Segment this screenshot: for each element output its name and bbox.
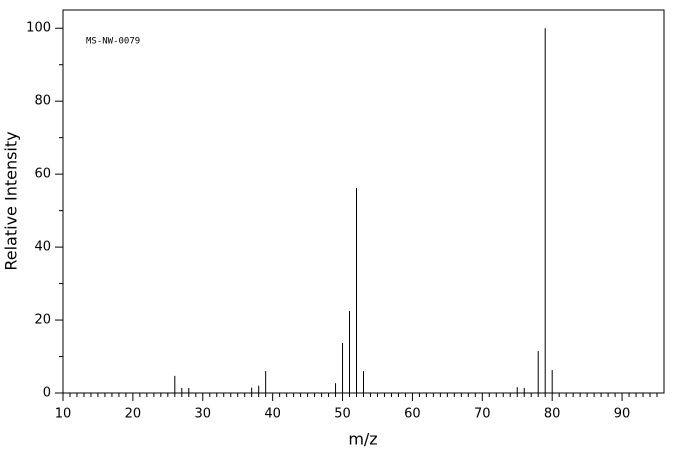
plot-frame (62, 9, 665, 394)
x-tick-label: 90 (614, 407, 631, 422)
y-tick-label: 60 (34, 167, 51, 182)
x-tick-label: 60 (404, 407, 421, 422)
y-tick-label: 40 (34, 240, 51, 255)
y-tick-label: 100 (26, 21, 51, 36)
annotation: MS-NW-0079 (86, 37, 140, 47)
x-tick-label: 30 (194, 407, 211, 422)
x-tick-label: 10 (55, 407, 72, 422)
y-tick-label: 20 (34, 313, 51, 328)
x-tick-label: 80 (544, 407, 561, 422)
x-tick-label: 40 (264, 407, 281, 422)
x-tick-label: 20 (125, 407, 142, 422)
x-axis-label: m/z (348, 430, 377, 449)
y-tick-label: 0 (43, 386, 51, 401)
x-tick-label: 50 (334, 407, 351, 422)
y-axis-label: Relative Intensity (2, 131, 21, 270)
x-tick-label: 70 (474, 407, 491, 422)
y-tick-label: 80 (34, 94, 51, 109)
